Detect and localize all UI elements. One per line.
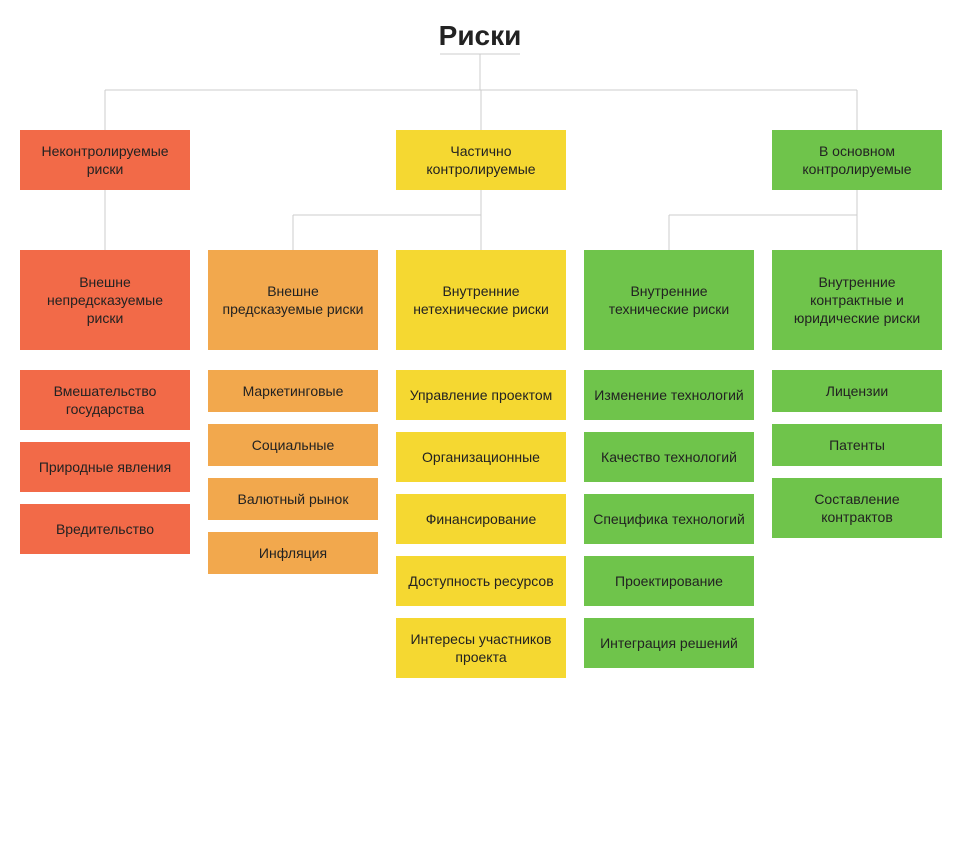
- diagram-title: Риски: [439, 20, 522, 52]
- subcategory-int-nontech: Внутренние нетехнические риски: [396, 250, 566, 350]
- risk-item: Качество технологий: [584, 432, 754, 482]
- risk-item: Лицензии: [772, 370, 942, 412]
- category-partial: Частично контролируемые: [396, 130, 566, 190]
- risk-item: Патенты: [772, 424, 942, 466]
- risk-item: Организационные: [396, 432, 566, 482]
- risk-item: Природные явления: [20, 442, 190, 492]
- risk-item: Социальные: [208, 424, 378, 466]
- category-uncontrollable: Неконтролируемые риски: [20, 130, 190, 190]
- risk-item: Доступность ресурсов: [396, 556, 566, 606]
- subcategory-int-tech: Внутренние технические риски: [584, 250, 754, 350]
- risk-item: Составление контрактов: [772, 478, 942, 538]
- risk-item: Специфика технологий: [584, 494, 754, 544]
- risk-item: Изменение технологий: [584, 370, 754, 420]
- risk-item: Маркетинговые: [208, 370, 378, 412]
- risk-item: Интересы участников проекта: [396, 618, 566, 678]
- risk-item: Управление проектом: [396, 370, 566, 420]
- risk-item: Вредительство: [20, 504, 190, 554]
- subcategory-ext-unpred: Внешне непредсказуемые риски: [20, 250, 190, 350]
- category-mostly: В основном контролируемые: [772, 130, 942, 190]
- risk-item: Финансирование: [396, 494, 566, 544]
- risk-item: Проектирование: [584, 556, 754, 606]
- risk-item: Валютный рынок: [208, 478, 378, 520]
- risk-item: Интеграция решений: [584, 618, 754, 668]
- risk-item: Вмешательство государства: [20, 370, 190, 430]
- risk-item: Инфляция: [208, 532, 378, 574]
- subcategory-ext-pred: Внешне предсказуемые риски: [208, 250, 378, 350]
- subcategory-int-legal: Внутренние контрактные и юридические рис…: [772, 250, 942, 350]
